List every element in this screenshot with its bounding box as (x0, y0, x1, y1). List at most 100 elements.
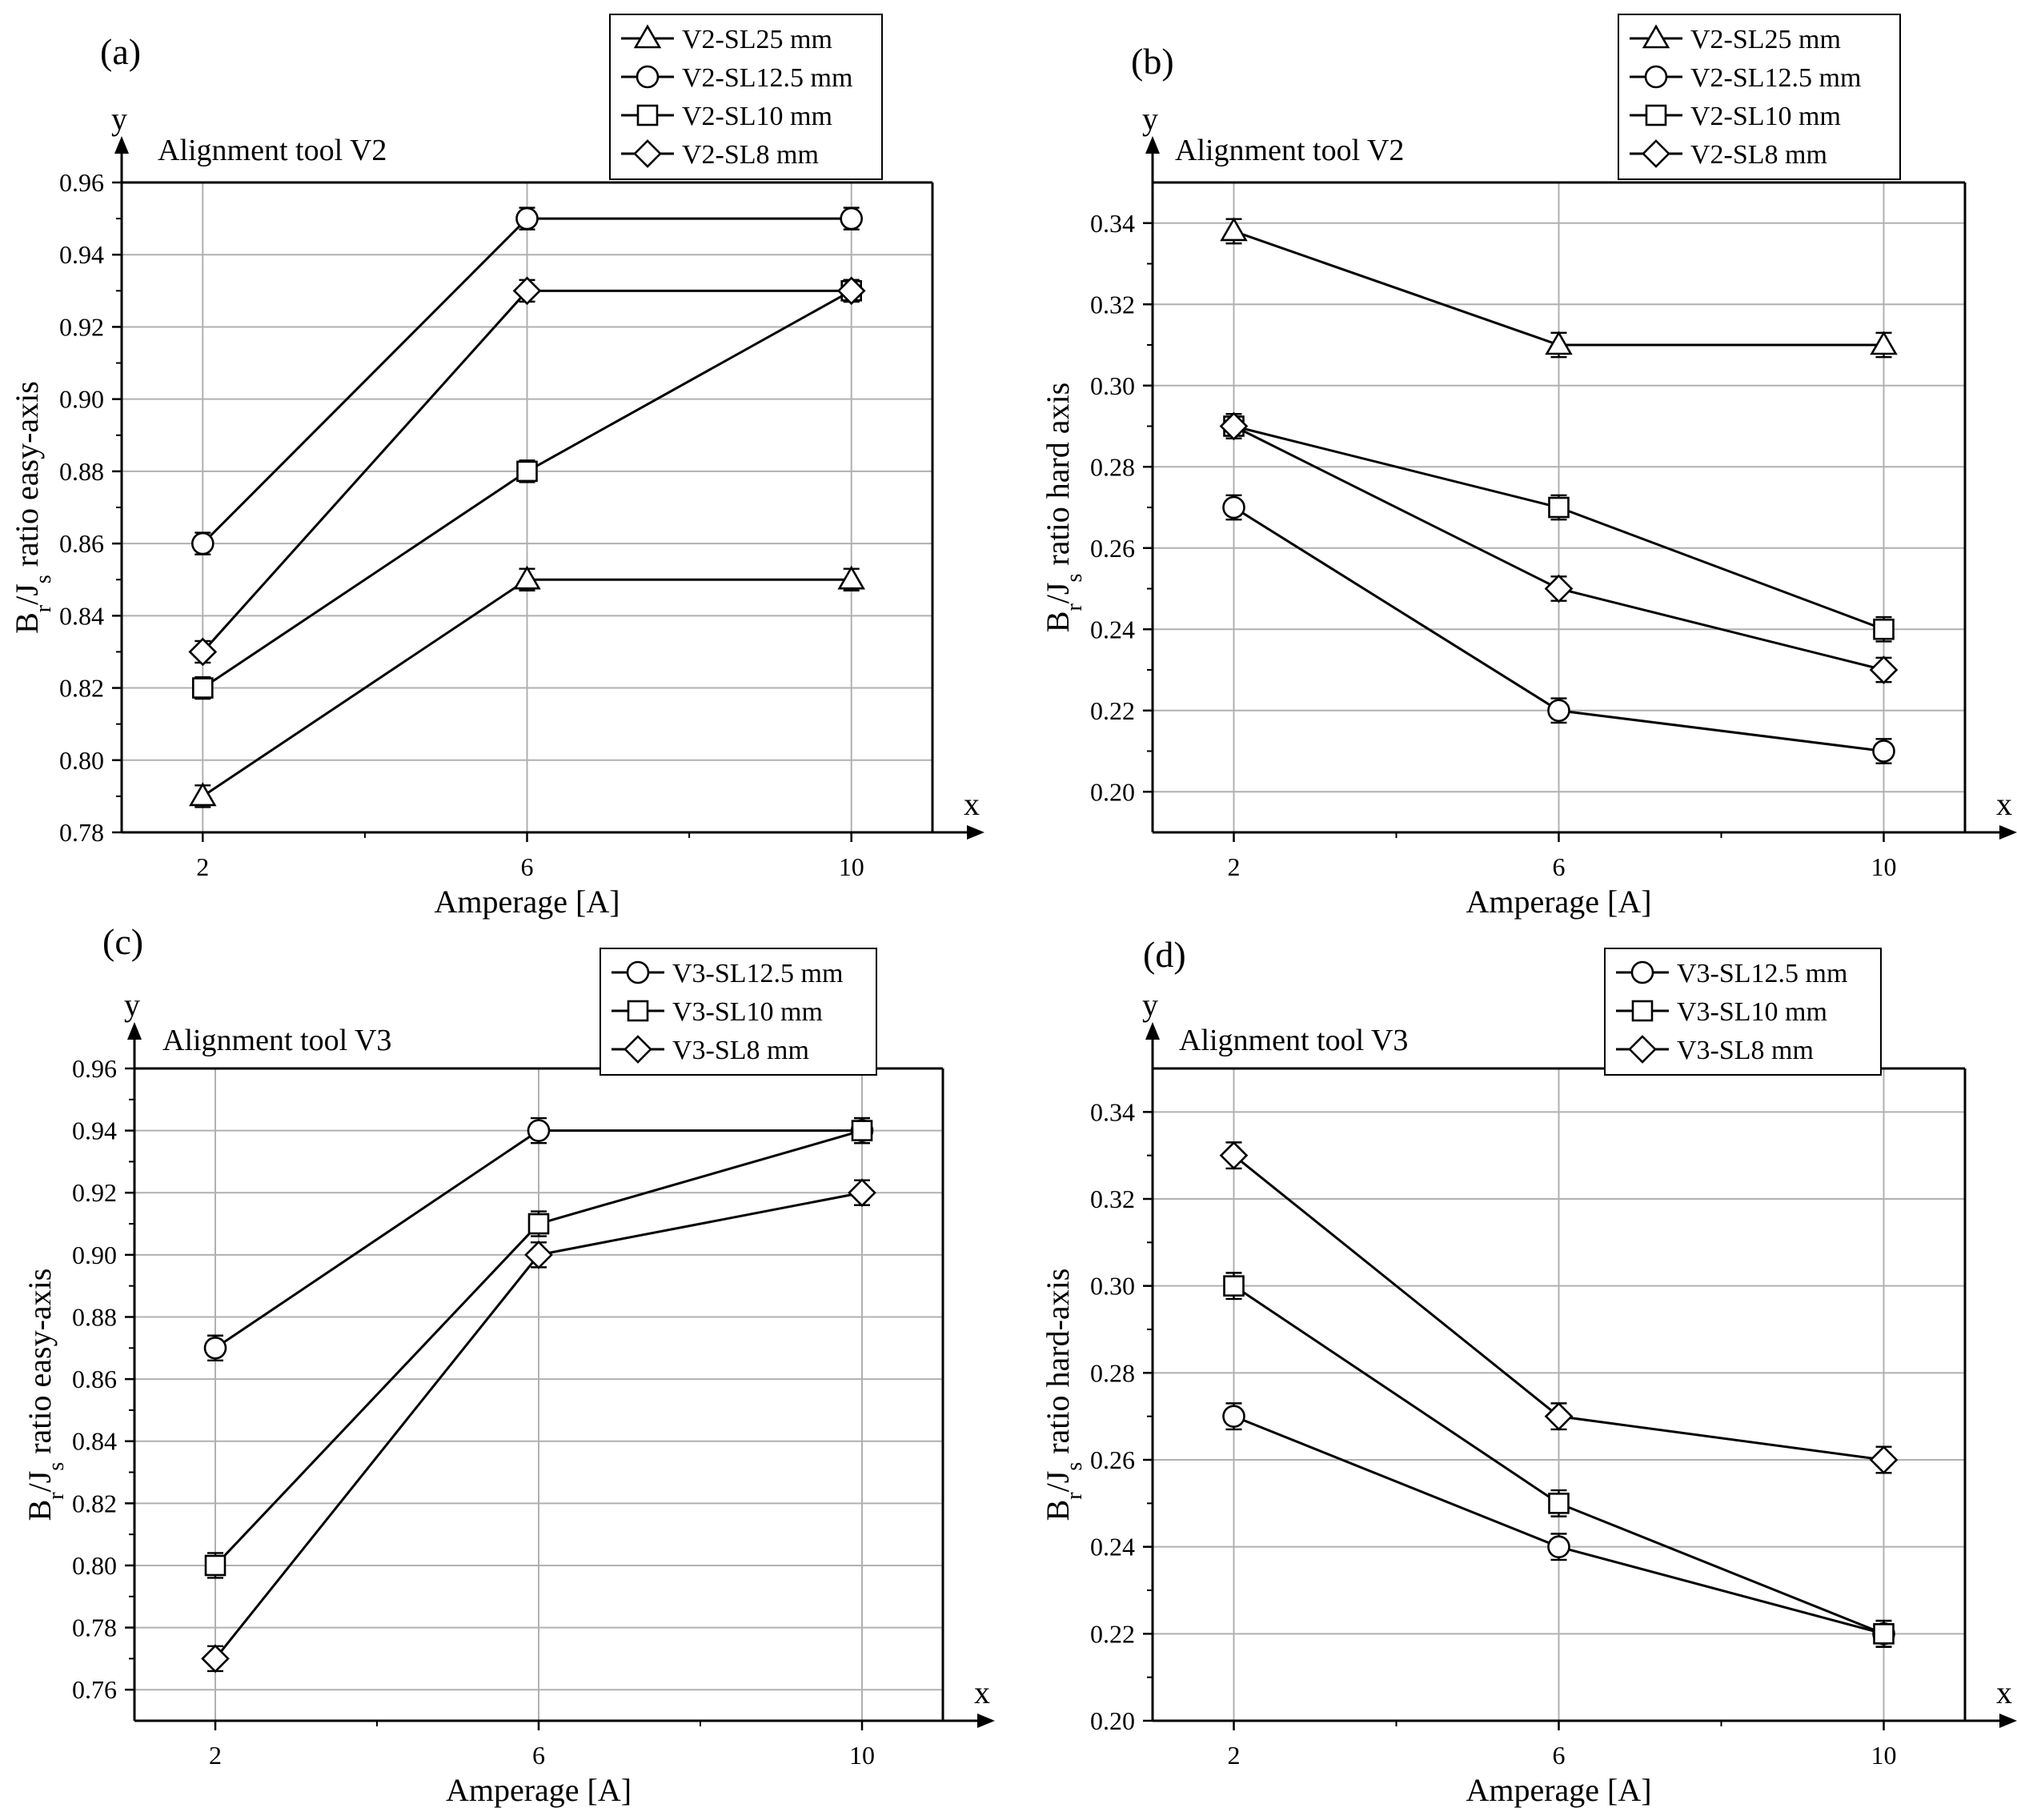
legend-entry: V3-SL10 mm (672, 997, 823, 1027)
y-tick-label: 0.82 (72, 1489, 117, 1517)
data-point (1223, 1275, 1245, 1297)
data-point (188, 637, 218, 667)
data-point (201, 1644, 230, 1674)
y-tick-label: 0.92 (72, 1178, 117, 1207)
x-tick-label: 2 (209, 1741, 222, 1770)
y-tick-label: 0.86 (72, 1365, 117, 1393)
y-tick-label: 0.92 (59, 312, 104, 341)
chart-panel-a: y x 0.78 0.80 0.82 0.84 0.86 0.88 0.90 0.92 0.94 0.… (9, 14, 984, 920)
x-tick-label: 2 (1228, 1741, 1241, 1770)
panel-label: (a) (100, 31, 141, 72)
x-tick-label: 6 (521, 852, 534, 881)
data-point (513, 565, 541, 590)
data-point (189, 782, 217, 807)
y-tick-label: 0.32 (1090, 290, 1135, 319)
legend-entry: V2-SL12.5 mm (682, 63, 852, 93)
y-tick-label: 0.94 (72, 1116, 117, 1145)
y-axis-letter: y (111, 101, 127, 137)
legend-marker (1631, 1000, 1654, 1022)
data-point (1219, 411, 1249, 441)
x-axis-letter: x (964, 786, 980, 822)
y-axis-arrow-icon (127, 1022, 142, 1040)
y-tick-label: 0.28 (1090, 1358, 1135, 1387)
chart-panel-b: y x 0.20 0.22 0.24 0.26 0.28 0.30 0.32 0.34 2 6 10 Am… (1040, 14, 2017, 920)
data-point (1545, 331, 1573, 355)
data-point (1547, 699, 1570, 723)
chart-panel-d: y x 0.20 0.22 0.24 0.26 0.28 0.30 0.32 0.34 2 6 10 Am… (1040, 934, 2017, 1808)
y-tick-label: 0.24 (1090, 615, 1135, 643)
y-tick-label: 0.90 (72, 1241, 117, 1269)
y-tick-label: 0.30 (1090, 371, 1135, 400)
y-tick-label: 0.34 (1090, 1097, 1135, 1126)
panel-label: (b) (1131, 41, 1174, 82)
legend-entry: V2-SL12.5 mm (1690, 63, 1861, 93)
y-tick-label: 0.30 (1090, 1272, 1135, 1301)
data-point (191, 531, 215, 555)
legend-entry: V2-SL10 mm (1690, 102, 1841, 131)
data-point (516, 460, 538, 483)
x-axis-label: Amperage [A] (1466, 1772, 1651, 1808)
x-axis-letter: x (1996, 786, 2012, 822)
data-point (1220, 217, 1248, 242)
x-axis-label: Amperage [A] (1466, 884, 1651, 920)
x-axis-label: Amperage [A] (446, 1772, 632, 1808)
y-axis-arrow-icon (114, 136, 129, 154)
data-point (1870, 331, 1898, 355)
data-point (524, 1241, 553, 1269)
y-tick-label: 0.20 (1090, 777, 1135, 806)
x-tick-label: 6 (1553, 852, 1566, 881)
data-point (512, 276, 542, 306)
x-tick-label: 10 (849, 1741, 875, 1770)
data-point (1873, 1623, 1895, 1645)
data-point (837, 565, 865, 590)
panel-annotation: Alignment tool V3 (162, 1024, 391, 1057)
data-point (1547, 1535, 1570, 1558)
x-tick-label: 6 (532, 1741, 545, 1770)
y-tick-label: 0.90 (59, 385, 104, 414)
legend-marker (1628, 1035, 1657, 1064)
y-axis-label: Br/Js ratio hard-axis (1040, 1269, 1087, 1521)
y-tick-label: 0.20 (1090, 1706, 1135, 1735)
y-tick-label: 0.34 (1090, 209, 1135, 238)
y-tick-label: 0.86 (59, 529, 104, 558)
data-point (203, 1336, 227, 1360)
data-point (840, 206, 863, 231)
x-axis-arrow-icon (1999, 825, 2017, 840)
data-point (1222, 1405, 1245, 1428)
data-point (515, 206, 539, 231)
panel-label: (c) (102, 921, 143, 962)
legend-marker (1644, 65, 1668, 89)
y-tick-label: 0.88 (59, 457, 104, 486)
legend-marker (633, 139, 662, 168)
data-point (1548, 496, 1570, 519)
x-axis-arrow-icon (977, 1714, 995, 1728)
x-axis-letter: x (974, 1674, 990, 1710)
data-point (1872, 740, 1895, 763)
y-tick-label: 0.88 (72, 1302, 117, 1331)
y-tick-label: 0.78 (59, 818, 104, 847)
y-axis-letter: y (124, 987, 140, 1023)
y-tick-label: 0.76 (72, 1675, 117, 1704)
data-point (1548, 1493, 1570, 1514)
legend-entry: V2-SL8 mm (1690, 140, 1827, 170)
legend-marker (633, 24, 662, 49)
y-tick-label: 0.84 (72, 1427, 117, 1456)
panel-label: (d) (1143, 934, 1186, 975)
data-point (527, 1119, 551, 1142)
x-tick-label: 10 (1871, 852, 1897, 881)
y-tick-label: 0.32 (1090, 1185, 1135, 1213)
chart-panel-c: y x 0.76 0.78 0.80 0.82 0.84 0.86 0.88 0.90 0.92 0.… (22, 921, 995, 1808)
y-axis-letter: y (1142, 987, 1158, 1023)
legend-marker (1645, 104, 1667, 126)
legend-marker (627, 1000, 649, 1022)
data-point (192, 677, 214, 699)
data-point (836, 276, 866, 306)
x-axis-label: Amperage [A] (434, 884, 620, 920)
x-tick-label: 2 (196, 852, 209, 881)
panel-annotation: Alignment tool V2 (1175, 134, 1404, 167)
data-point (851, 1120, 873, 1141)
x-tick-label: 10 (1871, 1741, 1897, 1770)
legend-marker (1642, 139, 1670, 168)
y-axis-label: Br/Js ratio easy-axis (9, 381, 56, 634)
